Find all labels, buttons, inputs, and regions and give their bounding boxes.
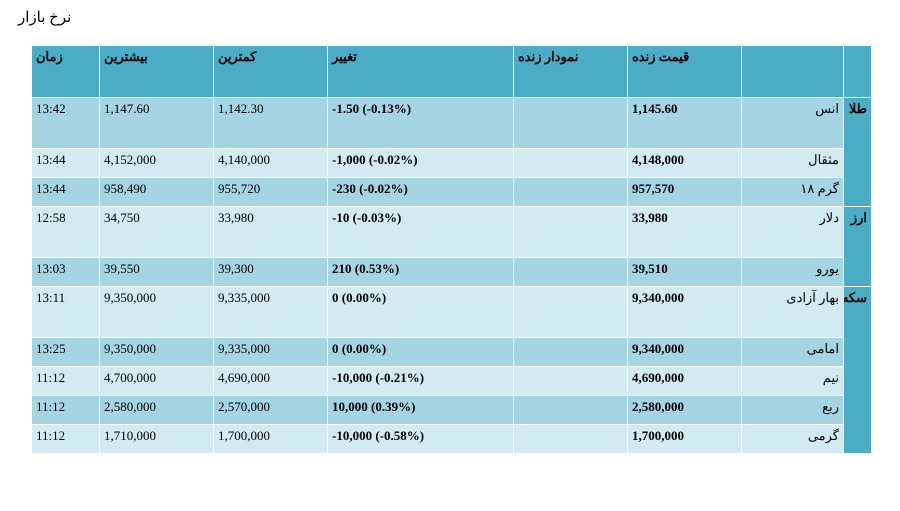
row-time: 13:03 [31, 257, 100, 287]
row-time: 13:25 [31, 337, 100, 367]
row-high: 4,700,000 [99, 366, 214, 396]
row-low: 955,720 [213, 177, 328, 207]
group-label-coin: سکه [843, 286, 872, 454]
row-chart [513, 286, 628, 338]
row-time: 13:42 [31, 97, 100, 149]
row-change: -10,000 (-0.21%) [327, 366, 514, 396]
table-row: ارز دلار 33,980 -10 (-0.03%) 33,980 34,7… [31, 206, 872, 287]
row-time: 12:58 [31, 206, 100, 258]
table-row: گرمی 1,700,000 -10,000 (-0.58%) 1,700,00… [31, 424, 872, 454]
table-row: یورو 39,510 210 (0.53%) 39,300 39,550 13… [31, 257, 872, 287]
row-name: نیم [741, 366, 844, 396]
row-change: -1.50 (-0.13%) [327, 97, 514, 149]
row-name: امامی [741, 337, 844, 367]
row-change: 10,000 (0.39%) [327, 395, 514, 425]
table-row: نیم 4,690,000 -10,000 (-0.21%) 4,690,000… [31, 366, 872, 396]
row-chart [513, 177, 628, 207]
group-label-gold: طلا [843, 97, 872, 207]
header-time: زمان [31, 45, 100, 98]
row-chart [513, 257, 628, 287]
row-change: -1,000 (-0.02%) [327, 148, 514, 178]
market-rates-table: قیمت زنده نمودار زنده تغییر کمترین بیشتر… [31, 45, 872, 454]
header-low: کمترین [213, 45, 328, 98]
row-name: مثقال [741, 148, 844, 178]
header-chart: نمودار زنده [513, 45, 628, 98]
header-row: قیمت زنده نمودار زنده تغییر کمترین بیشتر… [31, 45, 872, 98]
row-chart [513, 206, 628, 258]
row-name: گرمی [741, 424, 844, 454]
row-low: 4,140,000 [213, 148, 328, 178]
row-name: بهار آزادی [741, 286, 844, 338]
row-price: 4,148,000 [627, 148, 742, 178]
row-price: 9,340,000 [627, 337, 742, 367]
row-high: 1,147.60 [99, 97, 214, 149]
header-name [741, 45, 844, 98]
row-low: 33,980 [213, 206, 328, 258]
page-title: نرخ بازار [18, 10, 72, 26]
row-high: 1,710,000 [99, 424, 214, 454]
row-chart [513, 424, 628, 454]
row-name: انس [741, 97, 844, 149]
row-change: -10,000 (-0.58%) [327, 424, 514, 454]
row-high: 9,350,000 [99, 337, 214, 367]
row-price: 2,580,000 [627, 395, 742, 425]
row-low: 9,335,000 [213, 286, 328, 338]
row-price: 957,570 [627, 177, 742, 207]
row-high: 2,580,000 [99, 395, 214, 425]
header-group [843, 45, 872, 98]
row-high: 34,750 [99, 206, 214, 258]
row-name: دلار [741, 206, 844, 258]
row-change: 0 (0.00%) [327, 337, 514, 367]
row-low: 4,690,000 [213, 366, 328, 396]
row-high: 39,550 [99, 257, 214, 287]
row-price: 4,690,000 [627, 366, 742, 396]
row-time: 11:12 [31, 424, 100, 454]
row-chart [513, 148, 628, 178]
row-change: 210 (0.53%) [327, 257, 514, 287]
row-high: 4,152,000 [99, 148, 214, 178]
row-price: 1,700,000 [627, 424, 742, 454]
row-time: 13:11 [31, 286, 100, 338]
table-row: طلا انس 1,145.60 -1.50 (-0.13%) 1,142.30… [31, 97, 872, 207]
table-row: سکه بهار آزادی 9,340,000 0 (0.00%) 9,335… [31, 286, 872, 454]
row-price: 33,980 [627, 206, 742, 258]
row-time: 11:12 [31, 395, 100, 425]
row-name: ربع [741, 395, 844, 425]
row-name: گرم ۱۸ [741, 177, 844, 207]
row-high: 958,490 [99, 177, 214, 207]
table-row: گرم ۱۸ 957,570 -230 (-0.02%) 955,720 958… [31, 177, 872, 207]
row-high: 9,350,000 [99, 286, 214, 338]
row-chart [513, 395, 628, 425]
row-low: 9,335,000 [213, 337, 328, 367]
table-row: ربع 2,580,000 10,000 (0.39%) 2,570,000 2… [31, 395, 872, 425]
row-change: -230 (-0.02%) [327, 177, 514, 207]
row-time: 13:44 [31, 177, 100, 207]
row-chart [513, 97, 628, 149]
row-time: 11:12 [31, 366, 100, 396]
header-high: بیشترین [99, 45, 214, 98]
row-price: 39,510 [627, 257, 742, 287]
row-low: 1,142.30 [213, 97, 328, 149]
row-change: -10 (-0.03%) [327, 206, 514, 258]
row-price: 9,340,000 [627, 286, 742, 338]
row-chart [513, 337, 628, 367]
group-label-currency: ارز [843, 206, 872, 287]
header-change: تغییر [327, 45, 514, 98]
row-time: 13:44 [31, 148, 100, 178]
header-price: قیمت زنده [627, 45, 742, 98]
row-low: 1,700,000 [213, 424, 328, 454]
table-row: مثقال 4,148,000 -1,000 (-0.02%) 4,140,00… [31, 148, 872, 178]
row-price: 1,145.60 [627, 97, 742, 149]
row-chart [513, 366, 628, 396]
row-low: 2,570,000 [213, 395, 328, 425]
row-name: یورو [741, 257, 844, 287]
row-change: 0 (0.00%) [327, 286, 514, 338]
row-low: 39,300 [213, 257, 328, 287]
table-row: امامی 9,340,000 0 (0.00%) 9,335,000 9,35… [31, 337, 872, 367]
